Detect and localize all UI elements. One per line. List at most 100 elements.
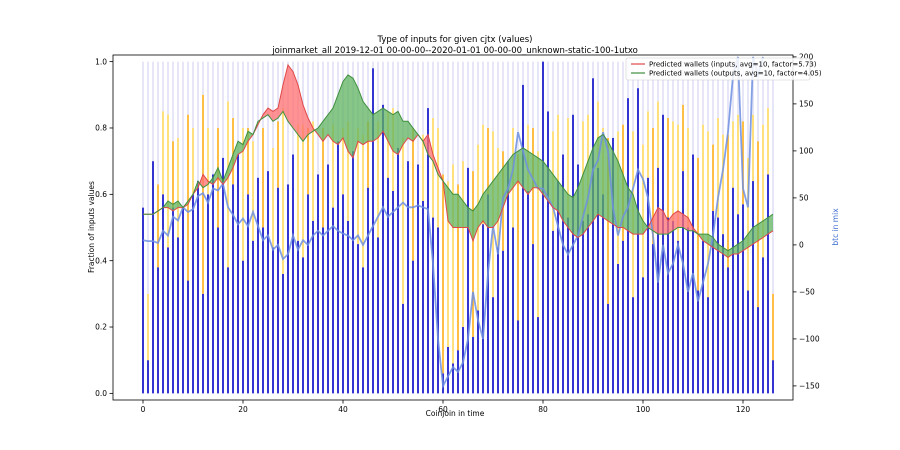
y-tick-label: 0.0: [95, 389, 107, 398]
fill-outputs-above: [473, 204, 478, 241]
fill-outputs-above: [633, 194, 638, 235]
bar-remix: [312, 121, 314, 221]
bar-other: [197, 61, 199, 182]
bar-other: [432, 61, 434, 119]
fill-outputs-above: [763, 217, 768, 238]
fill-outputs-above: [333, 94, 338, 145]
fill-inputs-above: [278, 84, 283, 119]
fill-outputs-above: [453, 194, 458, 228]
fill-outputs-above: [243, 131, 248, 152]
bar-fresh: [662, 114, 664, 394]
bar-fresh: [332, 207, 334, 394]
fill-inputs-above: [268, 108, 273, 122]
bar-other: [467, 61, 469, 168]
bar-other: [577, 61, 579, 165]
bar-fresh: [632, 297, 634, 394]
bar-fresh: [722, 234, 724, 394]
x-tick-label: 100: [636, 405, 651, 414]
bar-fresh: [232, 184, 234, 394]
fill-outputs-above: [603, 134, 608, 221]
bar-remix: [282, 108, 284, 274]
fill-inputs-above: [683, 214, 688, 231]
bar-other: [752, 61, 754, 115]
bar-fresh: [697, 290, 699, 394]
fill-outputs-above: [413, 127, 418, 142]
bar-other: [597, 61, 599, 102]
bar-remix: [347, 121, 349, 221]
x-axis-label: Coinjoin in time: [426, 409, 485, 418]
bar-other: [537, 61, 539, 152]
bar-remix: [232, 118, 234, 185]
bar-other: [687, 61, 689, 128]
fill-outputs-above: [613, 151, 618, 228]
bar-fresh: [227, 267, 229, 394]
bar-other: [702, 61, 704, 125]
bar-fresh: [377, 237, 379, 394]
bar-other: [722, 61, 724, 135]
bar-other: [477, 61, 479, 145]
bar-remix: [377, 121, 379, 238]
bar-other: [152, 61, 154, 162]
bar-remix: [567, 118, 569, 218]
bar-remix: [387, 111, 389, 178]
bar-other: [377, 61, 379, 122]
bar-other: [452, 61, 454, 165]
y-tick-label: 0.6: [95, 190, 107, 199]
fill-outputs-above: [703, 234, 708, 245]
bar-remix: [647, 111, 649, 178]
bar-remix: [537, 151, 539, 318]
bar-fresh: [762, 257, 764, 394]
bar-other: [177, 61, 179, 138]
bar-fresh: [182, 207, 184, 394]
fill-outputs-above: [643, 220, 648, 235]
fill-inputs-above: [663, 210, 668, 235]
bar-other: [692, 61, 694, 155]
plot-frame: [112, 54, 794, 401]
bar-other: [632, 61, 634, 132]
bar-fresh: [752, 181, 754, 394]
bar-other: [612, 61, 614, 138]
bar-fresh: [287, 184, 289, 394]
legend-box: [625, 57, 811, 81]
bar-remix: [307, 127, 309, 195]
bar-other: [252, 61, 254, 142]
bar-fresh: [342, 194, 344, 394]
fill-outputs-above: [458, 194, 463, 228]
bar-fresh: [677, 240, 679, 394]
bar-other: [552, 61, 554, 132]
bar-remix: [747, 157, 749, 291]
bar-remix: [367, 121, 369, 188]
bar-other: [567, 61, 569, 119]
bar-remix: [297, 124, 299, 241]
bar-fresh: [367, 187, 369, 394]
fill-outputs-above: [563, 187, 568, 228]
bar-fresh: [412, 260, 414, 394]
bar-other: [602, 61, 604, 128]
bar-fresh: [592, 78, 594, 394]
bar-fresh: [607, 303, 609, 394]
bar-other: [682, 61, 684, 105]
series-line-outputs: [143, 74, 774, 252]
fill-outputs-above: [538, 157, 543, 195]
bar-remix: [162, 111, 164, 195]
bar-fresh: [322, 227, 324, 394]
bar-fresh: [382, 104, 384, 394]
bar-fresh: [557, 181, 559, 394]
bar-remix: [667, 118, 669, 218]
y2-tick-label: 50: [799, 194, 809, 203]
bar-other: [587, 61, 589, 115]
chart-subtitle: joinmarket_all 2019-12-01 00-00-00--2020…: [271, 46, 638, 56]
bar-fresh: [552, 230, 554, 394]
bar-other: [532, 61, 534, 128]
bar-other: [762, 61, 764, 125]
fill-outputs-above: [573, 187, 578, 238]
bar-other: [227, 61, 229, 102]
bar-remix: [582, 121, 584, 221]
bar-other: [527, 61, 529, 125]
y2-tick-label: 150: [799, 100, 814, 109]
fill-outputs-above: [368, 108, 373, 142]
bar-other: [652, 61, 654, 128]
fill-inputs-above: [433, 154, 438, 175]
bar-fresh: [527, 191, 529, 394]
